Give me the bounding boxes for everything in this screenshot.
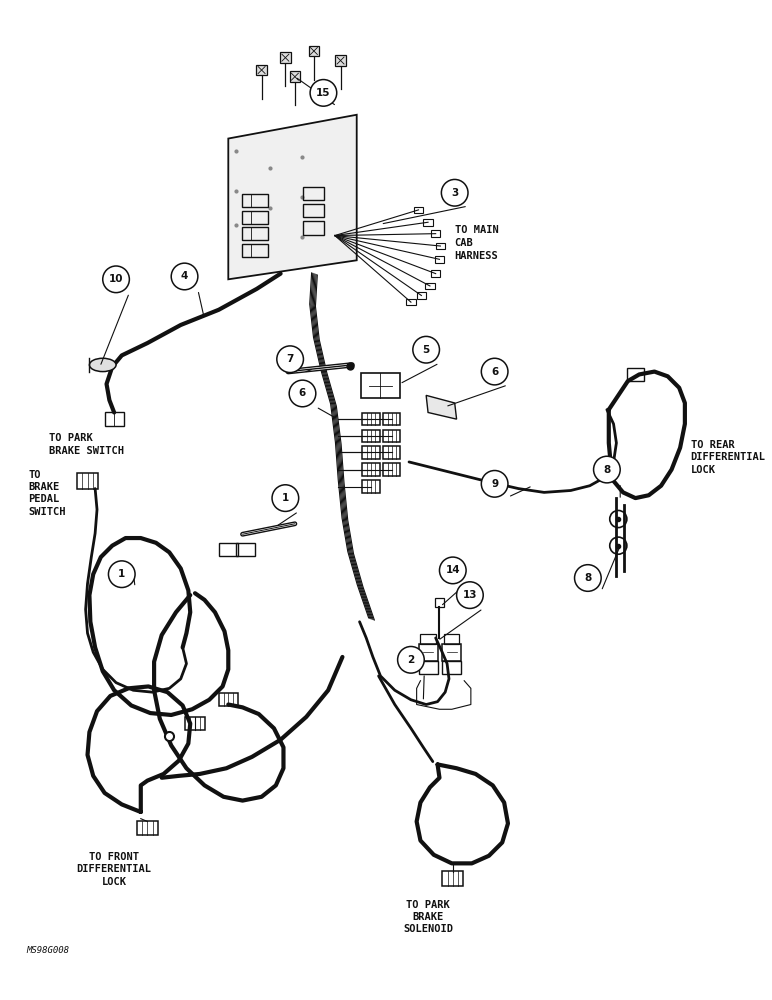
Bar [105, 412, 124, 426]
Bar [242, 194, 268, 207]
Text: 1: 1 [282, 493, 289, 503]
Bar [362, 463, 380, 476]
Bar [218, 543, 238, 556]
Text: 7: 7 [286, 354, 294, 364]
Bar [362, 446, 380, 459]
Circle shape [439, 557, 466, 584]
Bar [431, 270, 440, 277]
Bar [442, 661, 462, 674]
Bar [384, 430, 401, 442]
Bar [384, 463, 401, 476]
Bar [418, 644, 438, 661]
Bar [435, 243, 445, 249]
Bar [242, 244, 268, 257]
Text: 2: 2 [408, 655, 415, 665]
Text: 15: 15 [317, 88, 330, 98]
Bar [361, 373, 400, 398]
Text: 3: 3 [451, 188, 459, 198]
Circle shape [413, 336, 439, 363]
Text: TO PARK
BRAKE SWITCH: TO PARK BRAKE SWITCH [49, 433, 124, 456]
Bar [406, 299, 415, 305]
Text: 5: 5 [422, 345, 430, 355]
Bar [242, 211, 268, 224]
Circle shape [481, 358, 508, 385]
Text: 9: 9 [491, 479, 498, 489]
Circle shape [594, 456, 620, 483]
Circle shape [108, 561, 135, 588]
Text: TO REAR
DIFFERENTIAL
LOCK: TO REAR DIFFERENTIAL LOCK [691, 440, 766, 475]
Text: 4: 4 [181, 271, 188, 281]
Circle shape [442, 179, 468, 206]
Bar [77, 473, 98, 489]
Bar [423, 219, 433, 226]
Circle shape [171, 263, 198, 290]
Text: 1: 1 [118, 569, 125, 579]
Circle shape [481, 471, 508, 497]
Text: TO FRONT
DIFFERENTIAL
LOCK: TO FRONT DIFFERENTIAL LOCK [76, 852, 151, 887]
Text: 6: 6 [299, 388, 306, 398]
Bar [384, 446, 401, 459]
Circle shape [398, 646, 425, 673]
Text: 13: 13 [462, 590, 477, 600]
Polygon shape [426, 395, 456, 419]
Bar [362, 480, 380, 493]
Text: TO PARK
BRAKE
SOLENOID: TO PARK BRAKE SOLENOID [403, 900, 453, 934]
Bar [290, 71, 300, 82]
Circle shape [272, 485, 299, 511]
Ellipse shape [90, 358, 116, 372]
Circle shape [290, 380, 316, 407]
Bar [435, 256, 444, 263]
Bar [414, 207, 423, 213]
Circle shape [310, 80, 337, 106]
Circle shape [574, 565, 601, 591]
Bar [218, 693, 238, 706]
Bar [137, 821, 158, 835]
Text: 6: 6 [491, 367, 498, 377]
Bar [442, 871, 463, 886]
Text: 10: 10 [109, 274, 124, 284]
Text: 14: 14 [445, 565, 460, 575]
Polygon shape [229, 115, 357, 279]
Text: TO MAIN
CAB
HARNESS: TO MAIN CAB HARNESS [455, 225, 499, 261]
Bar [418, 661, 438, 674]
Bar [256, 65, 267, 75]
Bar [309, 46, 319, 56]
Bar [435, 598, 444, 607]
Bar [417, 292, 426, 299]
Circle shape [103, 266, 130, 293]
Bar [384, 413, 401, 425]
Circle shape [277, 346, 303, 373]
Bar [303, 187, 324, 200]
Bar [335, 55, 346, 66]
Bar [431, 230, 440, 237]
Bar [185, 717, 205, 730]
Bar [362, 430, 380, 442]
Bar [442, 644, 462, 661]
Circle shape [456, 582, 483, 608]
Bar [242, 227, 268, 240]
Bar [421, 634, 435, 644]
Bar [280, 52, 290, 63]
Text: TO
BRAKE
PEDAL
SWITCH: TO BRAKE PEDAL SWITCH [29, 470, 66, 517]
Bar [236, 543, 255, 556]
Text: 8: 8 [584, 573, 591, 583]
Text: 8: 8 [603, 465, 611, 475]
Bar [444, 634, 459, 644]
Text: MS98G008: MS98G008 [27, 946, 69, 955]
Bar [303, 221, 324, 235]
Bar [303, 204, 324, 217]
Bar [627, 368, 644, 381]
Bar [425, 283, 435, 289]
Bar [362, 413, 380, 425]
